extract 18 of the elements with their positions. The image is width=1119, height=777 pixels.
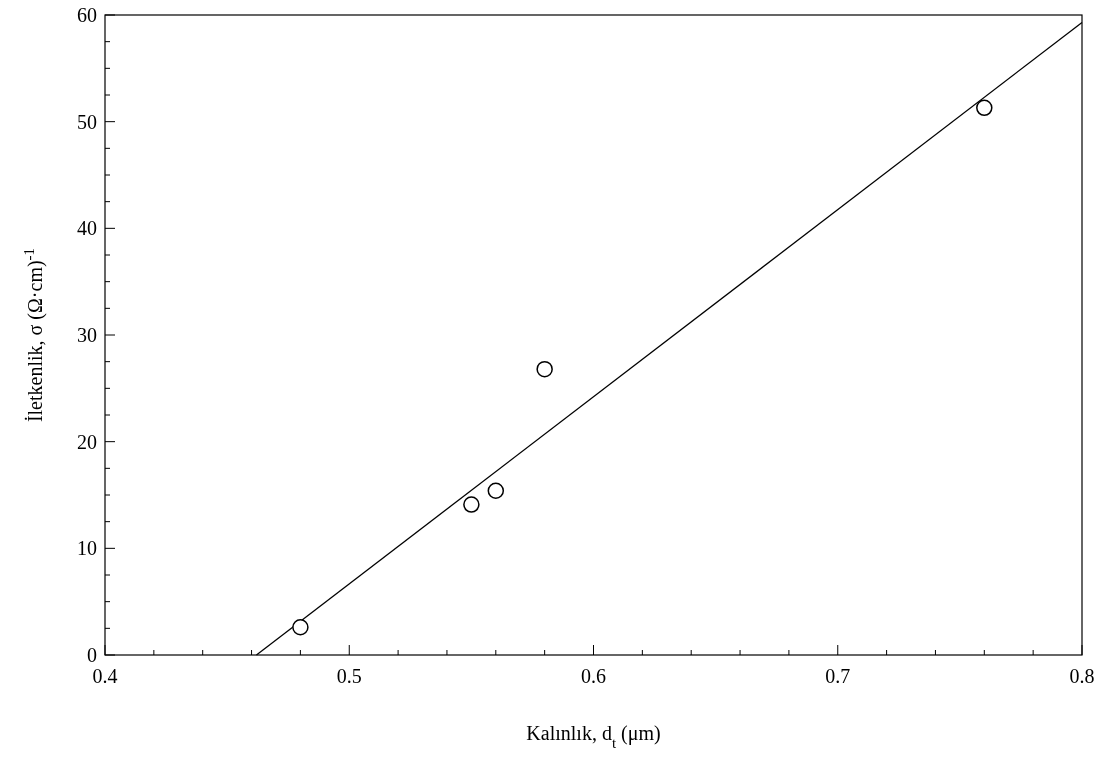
- x-tick-label: 0.6: [581, 665, 606, 687]
- y-tick-label: 10: [77, 537, 97, 560]
- x-tick-label: 0.4: [92, 665, 118, 687]
- x-tick-label: 0.7: [825, 665, 851, 687]
- point: [292, 619, 309, 636]
- x-axis-title: Kalınlık, d$_{t}$ (μm): [526, 722, 661, 751]
- y-tick-label: 40: [77, 217, 97, 240]
- point: [536, 360, 553, 378]
- point: [976, 99, 993, 117]
- y-tick-label: 50: [77, 110, 97, 133]
- x-tick-label: 0.8: [1069, 665, 1095, 687]
- y-tick-label: 20: [77, 430, 97, 453]
- point: [487, 482, 505, 499]
- y-tick-label: 0: [87, 644, 97, 666]
- y-tick-label: 60: [77, 4, 97, 26]
- y-tick-label: 30: [77, 324, 97, 346]
- point: [463, 496, 480, 513]
- x-tick-label: 0.5: [336, 665, 362, 687]
